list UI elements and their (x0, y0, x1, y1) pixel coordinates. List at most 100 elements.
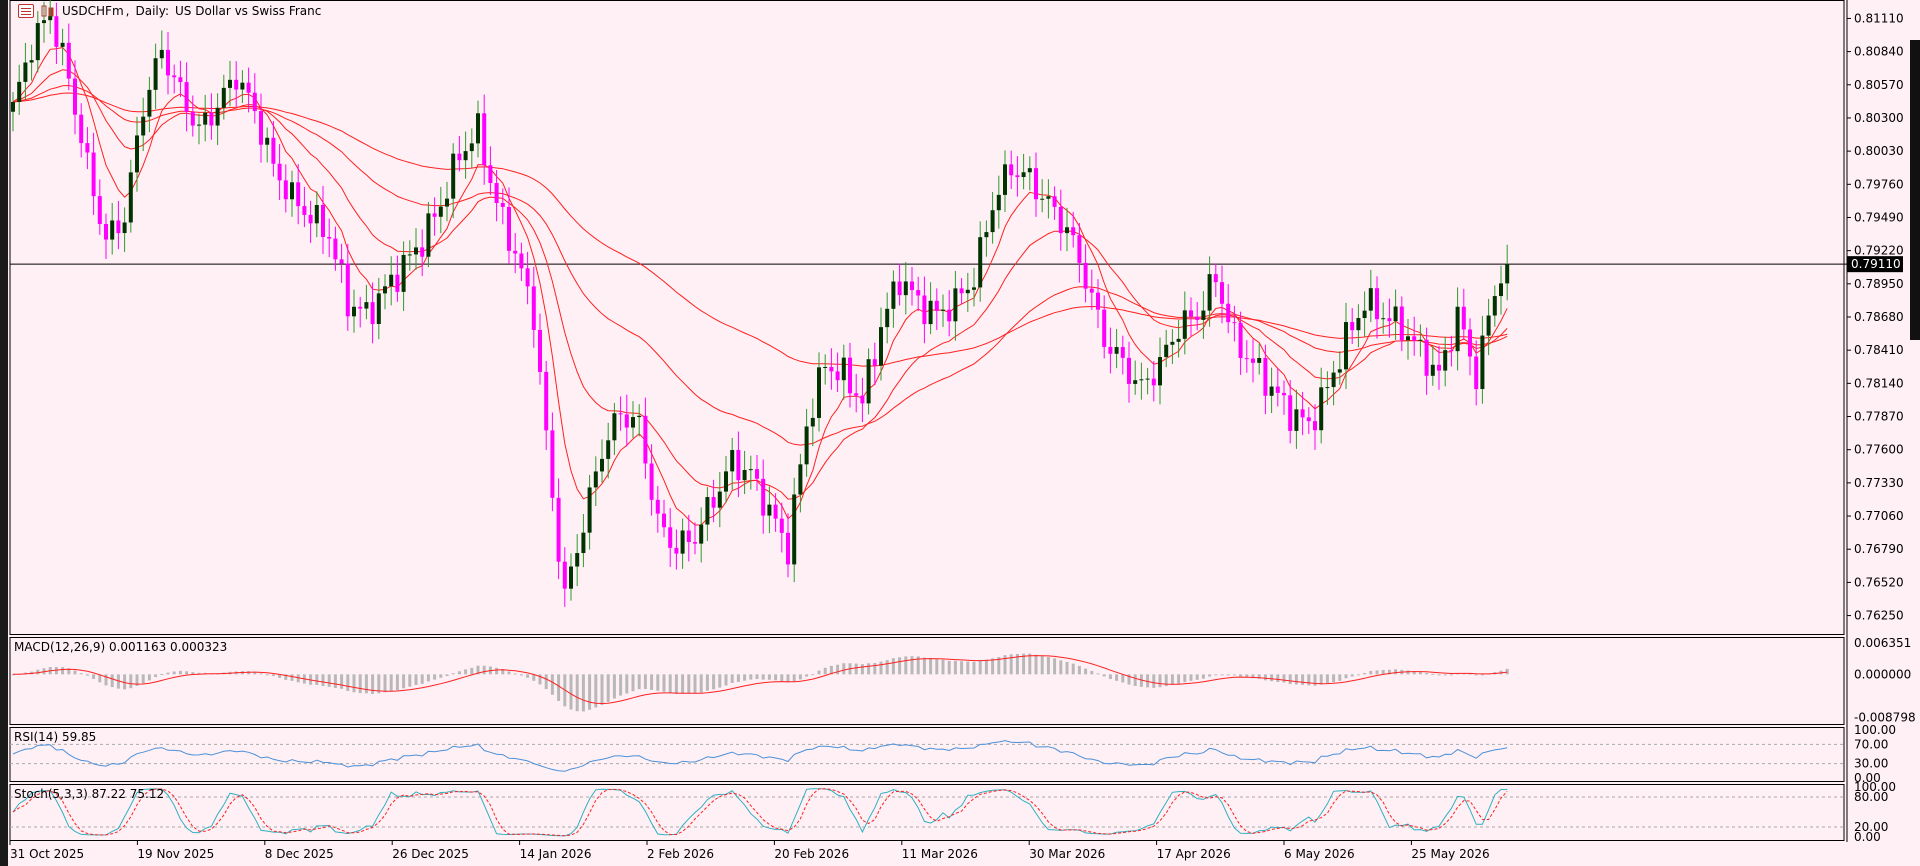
candle-body (550, 430, 555, 498)
macd-bar (575, 674, 579, 712)
macd-bar (879, 661, 883, 675)
date-label: 11 Mar 2026 (902, 847, 978, 861)
candle-body (209, 112, 214, 126)
price-tick-label: 0.76250 (1854, 609, 1904, 623)
macd-bar (259, 673, 263, 675)
macd-bar (1071, 663, 1075, 675)
candle-body (234, 79, 239, 90)
candle-body (1065, 227, 1069, 234)
macd-bar (774, 674, 778, 681)
macd-bar (346, 674, 350, 692)
candle-body (73, 78, 77, 115)
date-label: 26 Dec 2025 (392, 847, 469, 861)
macd-bar (414, 674, 418, 685)
macd-bar (11, 674, 15, 676)
macd-bar (1226, 674, 1230, 676)
macd-bar (997, 656, 1001, 675)
candle-body (848, 357, 852, 394)
chart-window-icon[interactable] (18, 4, 34, 18)
candle-body (414, 247, 418, 255)
candle-body (748, 469, 753, 471)
candle-body (872, 359, 877, 366)
macd-bar (501, 669, 505, 675)
candle-body (17, 81, 22, 102)
macd-bar (1263, 674, 1267, 681)
macd-bar (1146, 674, 1150, 688)
macd-bar (606, 674, 610, 703)
candle-body (742, 469, 747, 481)
current-price-label: 0.79110 (1851, 257, 1901, 271)
macd-bar (364, 674, 368, 694)
macd-bar (1418, 671, 1422, 675)
candle-body (128, 172, 133, 223)
candle-body (804, 426, 809, 465)
macd-bar (935, 658, 939, 675)
macd-bar (1443, 674, 1447, 676)
date-label: 2 Feb 2026 (647, 847, 714, 861)
candle-body (655, 499, 660, 514)
macd-bar (42, 668, 46, 675)
candle-body (1077, 235, 1082, 263)
macd-bar (1474, 674, 1478, 676)
macd-bar (451, 673, 455, 675)
candle-body (1133, 380, 1138, 384)
candle-body (1443, 350, 1448, 371)
price-tick-label: 0.79490 (1854, 210, 1904, 224)
price-tick-label: 0.77870 (1854, 410, 1904, 424)
macd-bar (1301, 674, 1305, 685)
date-label: 17 Apr 2026 (1157, 847, 1231, 861)
macd-bar (668, 674, 672, 694)
candle-body (637, 415, 642, 418)
macd-bar (581, 674, 585, 712)
candle-body (1189, 310, 1193, 317)
macd-bar (1350, 674, 1354, 677)
candle-body (1499, 283, 1503, 297)
pane-frame (9, 727, 1845, 782)
macd-bar (247, 671, 251, 675)
price-tick-label: 0.76520 (1854, 575, 1904, 589)
candle-body (135, 135, 139, 173)
candle-body (197, 124, 201, 126)
macd-bar (464, 669, 468, 675)
macd-bar (377, 674, 381, 694)
candle-body (376, 293, 381, 324)
macd-bar (123, 674, 127, 690)
date-label: 30 Mar 2026 (1029, 847, 1105, 861)
macd-bar (829, 665, 833, 675)
rsi-tick-label: 0.00 (1854, 771, 1881, 785)
candle-body (618, 413, 623, 415)
candle-body (798, 464, 803, 495)
macd-bar (588, 674, 592, 710)
candle-body (1300, 409, 1305, 418)
macd-bar (395, 674, 399, 691)
macd-bar (67, 668, 71, 675)
candle-body (1424, 339, 1429, 376)
candle-body (159, 49, 164, 59)
macd-bar (1319, 674, 1323, 685)
candle-body (841, 357, 846, 381)
candle-body (662, 513, 666, 528)
macd-bar (1325, 674, 1329, 684)
macd-bar (569, 674, 573, 710)
candle-body (1313, 421, 1317, 431)
candle-body (903, 281, 908, 296)
macd-bar (1177, 674, 1181, 685)
candle-body (252, 92, 257, 112)
candle-body (1251, 358, 1255, 363)
candle-body (1387, 318, 1392, 322)
macd-bar (98, 674, 102, 683)
macd-bar (1022, 653, 1026, 675)
macd-bar (1332, 674, 1336, 683)
macd-bar (420, 674, 424, 684)
macd-bar (699, 674, 703, 693)
macd-bar (284, 674, 288, 680)
candle-body (314, 204, 319, 224)
candle-body (1455, 306, 1460, 352)
macd-bar (805, 674, 809, 677)
macd-bar (1158, 674, 1162, 688)
candle-body (668, 527, 673, 548)
candle-body (35, 23, 40, 61)
macd-bar (705, 674, 709, 691)
candle-body (1344, 322, 1348, 370)
